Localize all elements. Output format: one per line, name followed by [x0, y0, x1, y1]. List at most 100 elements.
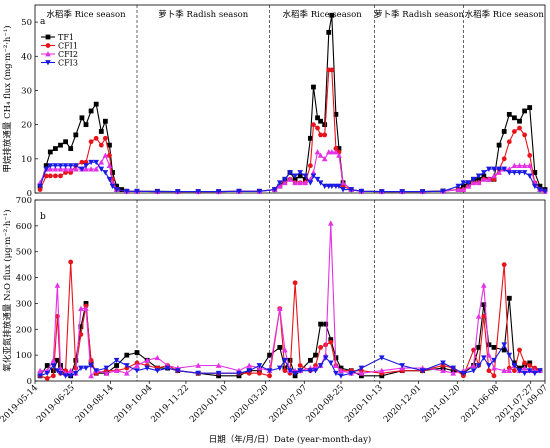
- data-point-a-cfi2-61: [521, 162, 528, 169]
- panel-b-n2o: 0 100 200 300 400 500 600 700 b 氧化亚氮排放通量 N₂O flux…: [2, 196, 546, 387]
- data-point-b-cfi2-15: [134, 362, 140, 368]
- data-point-b-cfi1-8: [78, 332, 84, 337]
- data-point-b-cfi3-4: [57, 370, 64, 377]
- data-point-a-cfi3-48: [455, 183, 462, 190]
- x-tick-label-7: 2020-07-07: [268, 383, 310, 425]
- data-point-a-cfi2-3: [52, 166, 59, 172]
- data-point-a-cfi2-31: [302, 179, 309, 186]
- data-point-b-cfi2-14: [124, 370, 130, 376]
- x-tick-label-4: 2019-11-22: [149, 383, 191, 425]
- y-tick-label-a-20: 20: [21, 121, 32, 131]
- data-point-a-cfi2-9: [83, 166, 89, 172]
- data-point-a-cfi1-38: [329, 67, 335, 73]
- x-tick-label-3: 2019-10-04: [113, 383, 155, 425]
- data-point-a-tf1-39: [329, 12, 335, 18]
- data-point-b-cfi1-33: [318, 344, 323, 350]
- data-point-b-cfi1-2: [50, 373, 56, 379]
- data-point-a-tf1-7: [73, 132, 79, 138]
- data-point-b-cfi3-12: [103, 365, 110, 371]
- data-point-a-cfi1-35: [318, 132, 323, 138]
- data-point-a-cfi2-27: [282, 179, 288, 186]
- data-point-b-cfi3-52: [506, 352, 513, 359]
- data-point-b-cfi2-0: [37, 367, 43, 374]
- data-point-a-cfi3-60: [516, 170, 523, 176]
- data-point-b-cfi2-8: [78, 305, 84, 311]
- data-point-a-cfi3-8: [79, 166, 85, 172]
- x-tick-label-6: 2020-03-20: [229, 383, 271, 425]
- y-tick-label-b-400: 400: [16, 274, 32, 284]
- data-point-b-cfi3-42: [419, 368, 426, 374]
- data-point-a-cfi3-13: [102, 170, 109, 176]
- data-point-b-cfi3-35: [328, 360, 334, 366]
- data-point-b-cfi1-55: [522, 360, 527, 366]
- data-point-b-cfi1-24: [257, 370, 262, 376]
- season-label-0: 水稻季 Rice season: [46, 9, 126, 20]
- data-point-a-cfi3-27: [282, 176, 288, 183]
- y-axis-title-b: 氧化亚氮排放通量 N₂O flux (μg·m⁻²·h⁻¹): [2, 209, 13, 371]
- data-point-a-cfi3-2: [47, 163, 54, 169]
- panel-a-ch4: 0 10 20 30 40 50 a 甲烷排放通量 CH₄ flux (mg·m⁻²·h⁻¹): [2, 4, 548, 199]
- data-point-a-cfi3-0: [37, 183, 43, 190]
- data-point-a-cfi1-59: [512, 129, 517, 134]
- data-point-a-cfi3-53: [481, 170, 487, 176]
- data-point-b-cfi3-23: [246, 368, 252, 374]
- data-point-b-cfi3-7: [73, 370, 79, 377]
- data-point-a-cfi1-2: [47, 173, 53, 179]
- data-point-a-cfi2-7: [73, 166, 79, 172]
- data-point-a-cfi2-2: [47, 166, 54, 172]
- data-point-a-cfi3-44: [379, 189, 385, 195]
- data-point-b-cfi3-30: [297, 368, 303, 374]
- data-point-b-cfi3-13: [113, 357, 120, 364]
- data-point-a-cfi2-14: [106, 162, 113, 169]
- data-point-a-cfi3-17: [124, 188, 130, 195]
- data-point-a-tf1-50: [461, 183, 466, 189]
- data-point-b-cfi3-44: [450, 365, 456, 371]
- data-point-a-cfi2-40: [336, 152, 342, 158]
- data-point-b-tf1-28: [287, 357, 293, 363]
- data-point-a-tf1-17: [119, 187, 125, 192]
- data-point-a-cfi3-21: [195, 189, 201, 195]
- data-point-a-tf1-58: [501, 129, 507, 134]
- season-label-3: 萝卜季 Radish season: [374, 9, 465, 20]
- data-point-a-cfi1-32: [308, 163, 313, 169]
- data-point-a-cfi2-59: [511, 162, 518, 169]
- season-labels: 水稻季 Rice season 萝卜季 Radish season 水稻季 Rice…: [46, 9, 544, 20]
- data-point-b-cfi3-45: [460, 370, 467, 377]
- data-point-a-cfi1-61: [522, 132, 527, 138]
- data-point-b-cfi2-17: [154, 354, 161, 361]
- data-point-a-tf1-2: [47, 149, 53, 155]
- y-tick-label-b-600: 600: [16, 222, 32, 232]
- panel-letter-b: b: [40, 212, 46, 222]
- x-tick-label-5: 2020-01-10: [188, 383, 230, 425]
- data-point-a-tf1-1: [43, 163, 49, 169]
- data-point-a-cfi3-59: [511, 170, 518, 176]
- data-point-a-cfi2-55: [491, 173, 497, 179]
- data-point-b-cfi3-31: [307, 368, 314, 374]
- x-tick-label-2: 2019-08-14: [74, 383, 116, 425]
- data-point-b-cfi3-56: [526, 368, 533, 374]
- data-point-b-cfi2-50: [491, 365, 497, 371]
- data-point-a-cfi1-34: [315, 125, 320, 131]
- data-point-a-tf1-16: [114, 183, 119, 189]
- data-point-b-cfi2-2: [50, 357, 57, 363]
- data-point-b-cfi3-40: [379, 355, 385, 361]
- x-axis: 2019-05-142019-06-252019-08-142019-10-04…: [0, 381, 550, 425]
- data-point-b-cfi2-12: [103, 370, 110, 376]
- y-tick-label-b-0: 0: [27, 377, 32, 387]
- data-point-b-cfi1-51: [501, 262, 507, 268]
- data-point-b-tf1-9: [83, 301, 89, 306]
- data-point-a-tf1-30: [292, 176, 298, 182]
- data-point-a-cfi3-55: [491, 166, 497, 172]
- x-tick-label-10: 2020-12-01: [382, 383, 424, 425]
- y-tick-label-a-40: 40: [21, 52, 32, 62]
- data-point-a-cfi3-63: [532, 183, 538, 190]
- data-point-a-cfi2-36: [321, 155, 328, 162]
- data-point-a-cfi2-62: [526, 162, 533, 169]
- data-point-a-cfi3-22: [215, 189, 222, 195]
- data-point-a-cfi3-56: [496, 166, 502, 172]
- series-line-b-cfi2: [40, 223, 540, 378]
- data-point-b-cfi1-29: [292, 280, 298, 286]
- data-point-b-cfi2-20: [195, 362, 201, 368]
- data-point-a-cfi3-23: [236, 188, 242, 195]
- data-point-a-cfi3-7: [73, 163, 79, 169]
